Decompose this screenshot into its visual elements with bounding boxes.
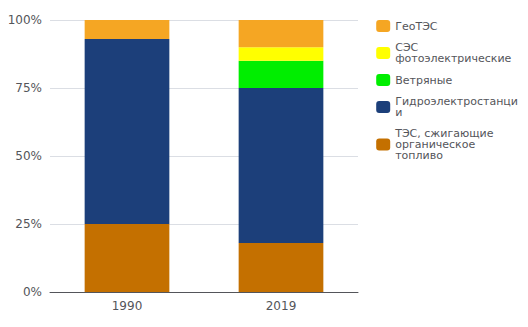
svg-text:2019: 2019 — [266, 299, 297, 313]
svg-text:топливо: топливо — [395, 149, 443, 162]
svg-text:СЭС: СЭС — [395, 41, 419, 54]
svg-text:25%: 25% — [15, 217, 42, 231]
svg-text:Ветряные: Ветряные — [395, 74, 452, 87]
svg-text:и: и — [395, 106, 402, 119]
svg-text:0%: 0% — [23, 285, 42, 299]
svg-text:100%: 100% — [8, 13, 42, 27]
svg-text:ТЭС, сжигающие: ТЭС, сжигающие — [395, 127, 494, 140]
svg-text:Гидроэлектростанци: Гидроэлектростанци — [395, 95, 518, 108]
svg-text:50%: 50% — [15, 149, 42, 163]
svg-text:75%: 75% — [15, 81, 42, 95]
svg-text:органическое: органическое — [395, 138, 476, 151]
svg-text:фотоэлектрические: фотоэлектрические — [395, 52, 511, 65]
svg-text:ГеоТЭС: ГеоТЭС — [395, 20, 438, 33]
svg-text:1990: 1990 — [112, 299, 143, 313]
